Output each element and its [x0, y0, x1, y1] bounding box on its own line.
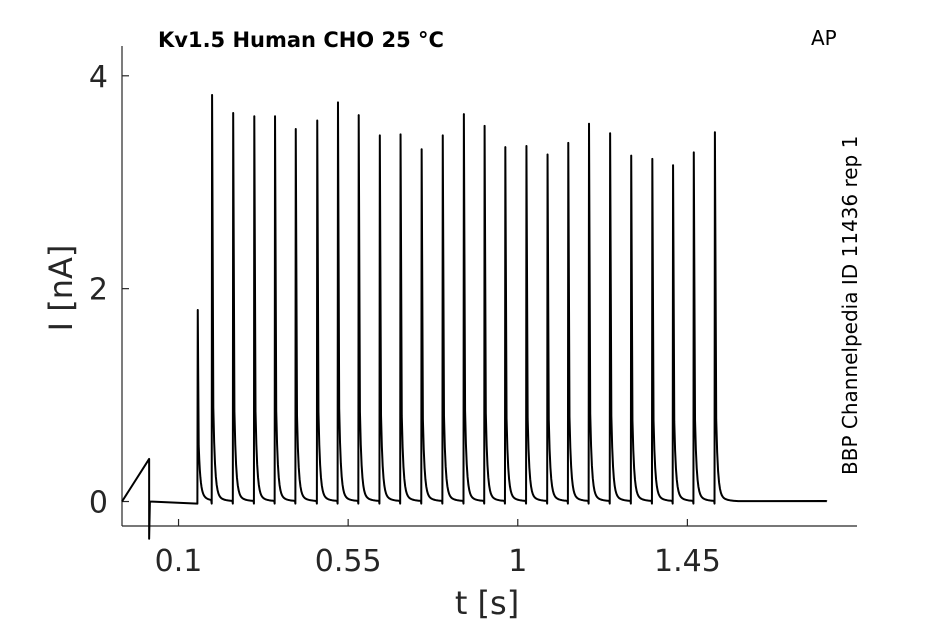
current-trace-line — [121, 93, 828, 540]
spike-peak-point — [316, 119, 319, 122]
chart-title: Kv1.5 Human CHO 25 °C — [158, 28, 444, 52]
y-tick-label: 0 — [89, 486, 108, 521]
spike-peak-point — [196, 309, 199, 311]
x-tick-label: 1.45 — [654, 544, 721, 579]
channelpedia-id-label: BBP Channelpedia ID 11436 rep 1 — [838, 136, 862, 475]
x-tick-label: 1 — [508, 544, 527, 579]
spike-peak-point — [441, 134, 444, 137]
spike-peak-point — [337, 101, 339, 104]
spike-peak-point — [274, 115, 276, 118]
x-tick-label: 0.55 — [315, 544, 382, 579]
spike-peak-point — [714, 131, 716, 134]
spike-peak-point — [294, 128, 297, 130]
spike-peak-point — [463, 113, 465, 115]
y-axis-label: I [nA] — [42, 245, 80, 332]
current-traces — [121, 93, 828, 540]
y-tick-label: 2 — [89, 273, 108, 308]
spike-peak-point — [630, 154, 633, 157]
spike-peak-point — [504, 146, 507, 148]
spike-peak-point — [672, 164, 674, 167]
x-tick-label: 0.1 — [155, 544, 203, 579]
spike-peak-point — [692, 151, 695, 154]
x-ticks: 0.1 0.55 1 1.45 — [155, 519, 721, 579]
spike-peak-point — [399, 133, 402, 136]
spike-peak-point — [420, 148, 423, 151]
y-ticks: 0 2 4 — [89, 60, 129, 521]
x-axis-label: t [s] — [455, 584, 519, 622]
spike-peak-point — [379, 134, 381, 137]
spike-peak-point — [588, 122, 590, 125]
spike-peak-point — [483, 125, 486, 127]
spike-peak-point — [253, 115, 256, 118]
spike-peak-point — [609, 132, 611, 135]
spike-peak-point — [546, 153, 549, 156]
y-tick-label: 4 — [89, 60, 108, 95]
spike-peak-point — [357, 114, 360, 116]
spike-peak-point — [651, 158, 654, 160]
spike-peak-point — [232, 112, 234, 114]
spike-peak-point — [525, 145, 528, 147]
spike-peak-point — [211, 94, 213, 96]
spike-peak-point — [567, 142, 570, 144]
protocol-label: AP — [811, 26, 837, 50]
